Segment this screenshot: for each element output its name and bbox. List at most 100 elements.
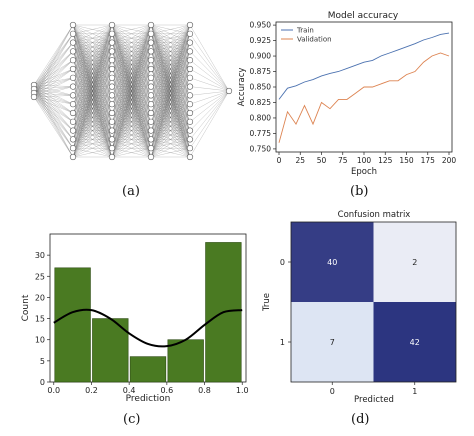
network-edge xyxy=(72,24,113,43)
y-tick-label: 0.950 xyxy=(250,21,272,30)
x-tick-label: 100 xyxy=(357,156,372,165)
y-tick-label: 15 xyxy=(35,315,45,324)
network-edge xyxy=(72,24,113,140)
network-edge xyxy=(33,24,74,90)
network-node-l3 xyxy=(147,118,155,125)
network-node-l3 xyxy=(147,65,155,73)
network-edge xyxy=(33,60,74,90)
network-node-l1 xyxy=(69,145,77,152)
x-tick-label: 0.0 xyxy=(47,386,60,395)
network-edge xyxy=(33,92,74,114)
network-edge xyxy=(33,24,74,94)
network-edge xyxy=(111,24,152,78)
network-node-l1 xyxy=(69,118,77,125)
network-node-l2 xyxy=(108,136,116,143)
network-node-l3 xyxy=(147,92,155,99)
accuracy-chart: Model accuracy 0 25 50 75 100 125 150 175 200 0.7… xyxy=(237,11,456,177)
network-edge xyxy=(33,84,74,158)
network-edge xyxy=(111,139,152,158)
network-edge xyxy=(33,42,74,90)
network-edge xyxy=(33,84,74,131)
network-node-l1 xyxy=(69,153,77,161)
histogram-bar xyxy=(54,267,91,383)
network-edge xyxy=(33,51,74,98)
confusion-cell xyxy=(291,222,374,302)
network-edge xyxy=(33,60,74,94)
network-edge xyxy=(189,86,230,92)
network-edge xyxy=(33,88,74,105)
network-edge xyxy=(33,92,74,131)
y-tick-label: 10 xyxy=(35,336,45,345)
y-tick-label: 5 xyxy=(40,357,45,366)
x-tick-label: 0.2 xyxy=(85,386,98,395)
network-edge xyxy=(150,148,191,158)
y-tick-label: 1 xyxy=(280,338,285,347)
y-tick-label: 0.925 xyxy=(250,36,272,45)
y-tick-label: 0 xyxy=(40,378,45,387)
network-edge xyxy=(72,24,113,105)
network-edge xyxy=(33,24,74,86)
network-edge xyxy=(111,24,152,105)
network-edge xyxy=(33,84,74,105)
network-edge xyxy=(150,24,191,105)
network-node-l3 xyxy=(147,145,155,152)
network-node-l3 xyxy=(147,127,155,134)
network-node-l2 xyxy=(108,21,116,29)
network-edge xyxy=(150,86,191,158)
y-tick-label: 25 xyxy=(35,272,45,281)
network-node-l3 xyxy=(147,101,155,108)
accuracy-legend: Train Validation xyxy=(281,27,332,44)
network-edge xyxy=(189,90,230,140)
accuracy-chart-ticks: 0 25 50 75 100 125 150 175 200 0.750 0.775 0.800 0.8… xyxy=(250,21,457,165)
histogram-bar xyxy=(129,356,167,383)
y-tick-label: 0.800 xyxy=(250,113,272,122)
network-node-l2 xyxy=(108,127,116,134)
confusion-cell xyxy=(373,302,456,382)
network-edge xyxy=(72,121,113,158)
network-edge xyxy=(33,86,74,94)
network-edge xyxy=(150,24,191,34)
network-node-l2 xyxy=(108,57,116,64)
network-edge xyxy=(111,104,152,158)
network-edge xyxy=(72,42,113,158)
network-node-l4 xyxy=(186,57,194,64)
network-node-l1 xyxy=(69,57,77,64)
x-tick-label: 1.0 xyxy=(236,386,249,395)
network-edge xyxy=(33,60,74,98)
network-edge xyxy=(150,121,191,158)
y-tick-label: 0.750 xyxy=(250,144,272,153)
network-node-l1 xyxy=(69,30,77,37)
network-edge xyxy=(111,24,152,140)
network-edge xyxy=(150,77,191,158)
network-edge xyxy=(33,88,74,149)
network-edge xyxy=(189,60,230,92)
network-edge xyxy=(72,24,113,114)
network-edge xyxy=(189,90,230,131)
confusion-matrix-xlabel: Predicted xyxy=(354,395,394,405)
x-tick-label: 0 xyxy=(277,156,282,165)
network-edge xyxy=(33,86,74,98)
network-node-l2 xyxy=(108,101,116,108)
network-edge xyxy=(33,92,74,122)
network-edge xyxy=(150,42,191,158)
network-edge xyxy=(33,24,74,98)
network-node-l3 xyxy=(147,74,155,81)
network-edge xyxy=(189,77,230,92)
network-edge xyxy=(33,77,74,94)
network-edge xyxy=(189,90,230,149)
network-edge xyxy=(72,148,113,158)
network-edge xyxy=(111,24,152,131)
network-edge xyxy=(33,92,74,158)
network-edge xyxy=(111,33,152,158)
y-tick-label: 20 xyxy=(35,293,45,302)
network-edge xyxy=(33,92,74,140)
network-edge xyxy=(33,84,74,122)
network-edge xyxy=(72,24,113,131)
network-edge xyxy=(150,139,191,158)
network-edge xyxy=(33,33,74,94)
network-edge xyxy=(72,112,113,158)
confusion-cell xyxy=(291,302,374,382)
network-edge xyxy=(33,88,74,140)
network-node-l3 xyxy=(147,57,155,64)
network-edge xyxy=(33,96,74,158)
